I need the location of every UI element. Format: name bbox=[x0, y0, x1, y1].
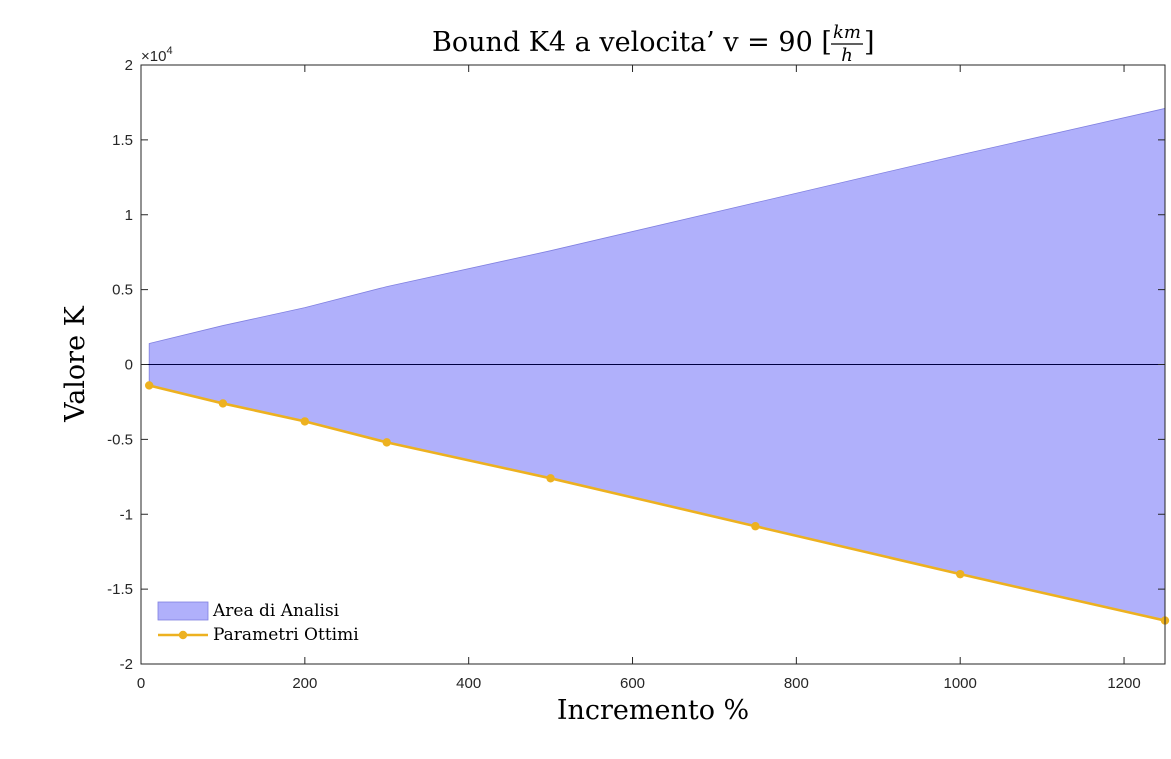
x-axis-label: Incremento % bbox=[557, 695, 749, 726]
x-tick-label: 800 bbox=[784, 675, 809, 692]
y-tick-label: -1.5 bbox=[107, 581, 133, 598]
y-tick-label: -0.5 bbox=[107, 431, 133, 448]
y-tick-label: 2 bbox=[125, 57, 133, 74]
y-tick-label: 0 bbox=[125, 357, 133, 374]
y-axis-label: Valore K bbox=[60, 305, 91, 422]
parametri-ottimi-point bbox=[382, 438, 391, 447]
x-tick-label: 1000 bbox=[944, 675, 977, 692]
x-tick-label: 600 bbox=[620, 675, 645, 692]
chart-title-fraction-denominator: h bbox=[841, 45, 853, 66]
y-tick-label: 1 bbox=[125, 207, 133, 224]
parametri-ottimi-point bbox=[751, 522, 760, 531]
chart-title-prefix: Bound K4 a velocita’ v = 90 [ bbox=[432, 27, 832, 58]
x-tick-label: 0 bbox=[137, 675, 145, 692]
parametri-ottimi-point bbox=[956, 569, 965, 579]
x-tick-label: 400 bbox=[456, 675, 481, 692]
x-tick-label: 200 bbox=[292, 675, 317, 692]
chart-title-suffix: ] bbox=[864, 27, 875, 58]
chart-title: Bound K4 a velocita’ v = 90 [ bbox=[432, 27, 832, 58]
axis-ticks: 0 200 400 600 800 1000 1200 -2 -1.5 -1 -0.5 0 0.5 1 1.… bbox=[107, 57, 1165, 692]
y-exponent-base: ×10 bbox=[141, 48, 166, 65]
legend-swatch-area bbox=[157, 601, 209, 621]
y-exponent-label: ×104 bbox=[141, 45, 173, 65]
chart-title-fraction-numerator: km bbox=[833, 22, 861, 43]
legend-label-line: Parametri Ottimi bbox=[213, 625, 359, 645]
parametri-ottimi-point bbox=[546, 474, 555, 483]
parametri-ottimi-point bbox=[218, 399, 228, 408]
legend-label-area: Area di Analisi bbox=[212, 601, 340, 621]
parametri-ottimi-point bbox=[144, 381, 154, 390]
y-tick-label: 0.5 bbox=[112, 282, 133, 299]
parametri-ottimi-point bbox=[300, 417, 310, 426]
y-exponent-power: 4 bbox=[166, 45, 172, 57]
y-tick-label: -1 bbox=[120, 506, 133, 523]
y-tick-label: 1.5 bbox=[112, 132, 133, 149]
x-tick-label: 1200 bbox=[1107, 675, 1140, 692]
legend: Area di Analisi Parametri Ottimi bbox=[157, 601, 359, 645]
y-tick-label: -2 bbox=[120, 656, 133, 673]
legend-swatch-marker bbox=[178, 630, 188, 640]
parametri-ottimi-line bbox=[148, 384, 1166, 622]
